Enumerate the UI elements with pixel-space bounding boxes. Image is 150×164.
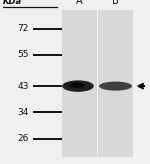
Ellipse shape [62,80,94,92]
Text: B: B [112,0,119,6]
Bar [98,10,133,157]
Text: A: A [76,0,83,6]
Text: KDa: KDa [3,0,22,6]
Text: 55: 55 [17,51,28,59]
Ellipse shape [99,82,132,91]
Text: 43: 43 [17,82,28,91]
Bar [62,10,97,157]
Ellipse shape [70,82,85,88]
Text: 34: 34 [17,108,28,117]
Text: 26: 26 [17,134,28,143]
Text: 72: 72 [17,24,28,33]
